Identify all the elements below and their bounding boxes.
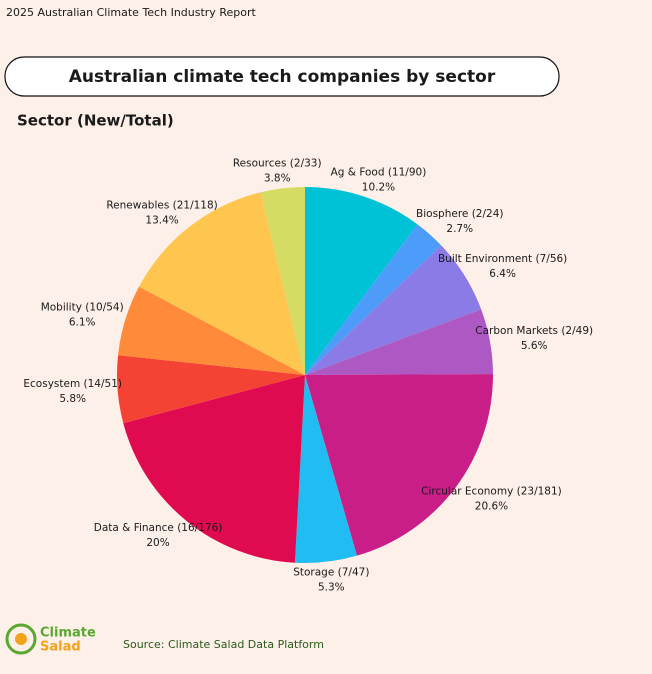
pie-slice [139, 192, 305, 375]
slice-label: Mobility (10/54) [41, 302, 124, 314]
pie-slice [123, 375, 305, 563]
slice-value-label: 6.1% [69, 317, 96, 329]
slice-value-label: 20.6% [475, 501, 508, 513]
slice-label: Circular Economy (23/181) [421, 486, 562, 498]
slice-value-label: 5.6% [521, 340, 548, 352]
slice-value-label: 10.2% [362, 182, 395, 194]
title-box [4, 56, 560, 97]
pie-slice [305, 187, 418, 375]
slice-value-label: 13.4% [145, 214, 178, 226]
slice-label: Data & Finance (16/176) [94, 522, 223, 534]
slice-value-label: 3.8% [264, 172, 291, 184]
pie-slice [260, 187, 305, 375]
slice-label: Built Environment (7/56) [438, 253, 567, 265]
slice-value-label: 20% [146, 537, 169, 549]
logo-icon [5, 623, 37, 655]
chart-subtitle: Sector (New/Total) [17, 112, 174, 130]
chart-title: Australian climate tech companies by sec… [69, 67, 496, 87]
pie-slice [305, 224, 442, 375]
slice-label: Biosphere (2/24) [416, 208, 503, 220]
slice-label: Resources (2/33) [233, 157, 322, 169]
pie-slice [118, 286, 305, 375]
slice-label: Carbon Markets (2/49) [475, 325, 593, 337]
logo-icon-center [15, 633, 27, 645]
pie-slice [117, 355, 306, 424]
slice-label: Storage (7/47) [293, 567, 369, 579]
slice-value-label: 6.4% [489, 268, 516, 280]
slice-label: Ecosystem (14/51) [23, 378, 122, 390]
slice-label: Renewables (21/118) [106, 199, 217, 211]
pie-slice [305, 374, 493, 556]
pie-slice [305, 245, 482, 375]
logo-text: Salad [40, 640, 81, 655]
slice-value-label: 2.7% [446, 223, 473, 235]
source: Source: Climate Salad Data Platform [123, 638, 324, 651]
logo-text: Climate [40, 626, 96, 641]
header: 2025 Australian Climate Tech Industry Re… [6, 6, 256, 19]
pie-slice [294, 375, 357, 563]
slice-value-label: 5.8% [59, 393, 86, 405]
pie-slice [305, 309, 493, 375]
slice-value-label: 5.3% [318, 582, 345, 594]
logo: Climate Salad [5, 623, 96, 655]
slice-label: Ag & Food (11/90) [331, 167, 427, 179]
